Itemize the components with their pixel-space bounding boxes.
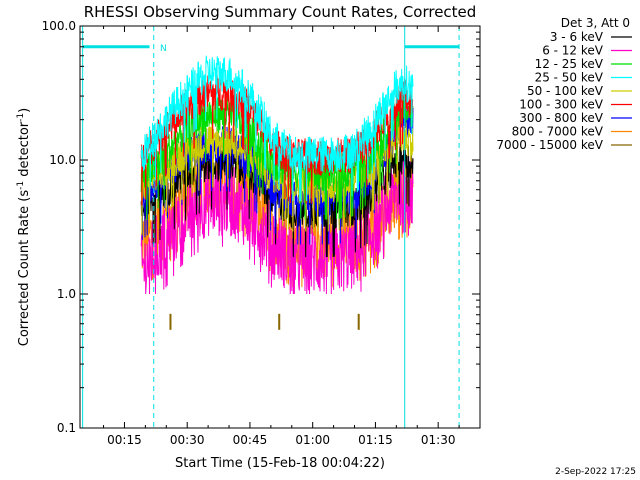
legend-label-3: 12 - 25 keV [535,57,604,71]
y-tick-label: 100.0 [42,19,76,33]
y-axis-label-sup2: -1 [16,113,26,122]
x-tick-label: 00:15 [107,433,142,447]
legend-label-8: 800 - 7000 keV [512,125,604,139]
overlay-layer: N [82,26,460,428]
legend-label-7: 300 - 800 keV [519,111,603,125]
x-axis-label: Start Time (15-Feb-18 00:04:22) [175,456,385,471]
x-tick-label: 01:15 [358,433,393,447]
legend-label-9: 7000 - 15000 keV [496,138,603,152]
series-line-4 [140,55,414,202]
legend-header: Det 3, Att 0 [561,16,630,30]
x-tick-label: 00:30 [170,433,205,447]
chart-title: RHESSI Observing Summary Count Rates, Co… [84,3,477,21]
series-layer [140,55,414,330]
y-axis-label-main: Corrected Count Rate (s [17,190,32,347]
legend-label-1: 3 - 6 keV [550,30,604,44]
y-tick-label: 0.1 [57,421,76,435]
y-axis-label-mid: detector [17,121,32,181]
legend-label-2: 6 - 12 keV [542,44,604,58]
y-axis-label: Corrected Count Rate (s-1 detector-1) [16,108,32,346]
y-tick-label: 10.0 [49,153,76,167]
x-axis: 00:15 00:30 00:45 01:00 01:15 01:30 [103,26,460,447]
x-tick-label: 01:00 [295,433,330,447]
footer-date: 2-Sep-2022 17:25 [555,467,636,477]
y-axis-label-end: ) [17,108,32,113]
y-axis-label-sup1: -1 [16,181,26,190]
legend-label-5: 50 - 100 keV [527,84,604,98]
night-marker-label: N [160,44,167,54]
x-tick-label: 00:45 [233,433,268,447]
legend-label-6: 100 - 300 keV [519,98,603,112]
x-tick-label: 01:30 [421,433,456,447]
plot-frame [79,25,481,429]
legend-label-4: 25 - 50 keV [535,71,604,85]
y-axis: 100.0 10.0 1.0 0.1 [42,19,480,435]
y-tick-label: 1.0 [57,287,76,301]
